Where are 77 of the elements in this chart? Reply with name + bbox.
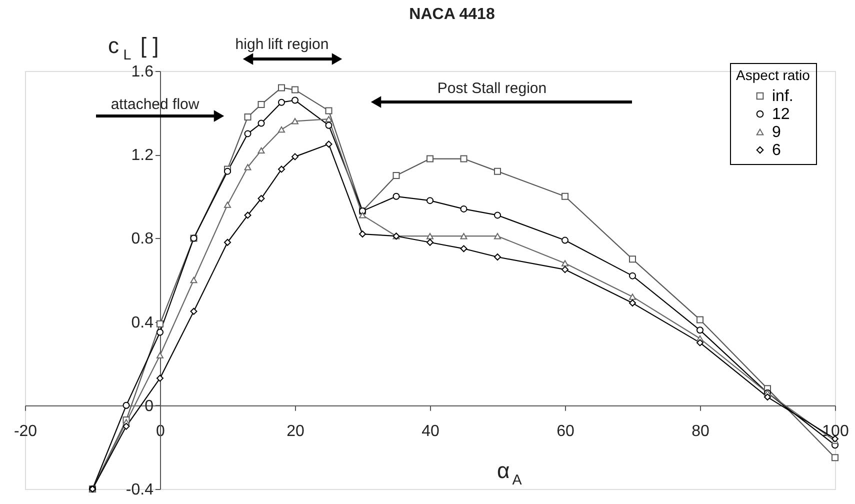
- point: [629, 272, 636, 280]
- point: [278, 166, 285, 173]
- point: [629, 256, 636, 263]
- point: [244, 164, 252, 170]
- point: [426, 197, 434, 204]
- point: [562, 236, 568, 244]
- point: [292, 96, 298, 104]
- point: [292, 86, 298, 94]
- point: [426, 155, 434, 162]
- y-tick-label: 0.8: [131, 230, 154, 248]
- point: [392, 192, 400, 200]
- point: [244, 212, 252, 219]
- point: [460, 155, 468, 162]
- y-tick-label: 1.6: [131, 64, 154, 80]
- legend-label: 12: [772, 106, 790, 123]
- point: [325, 122, 332, 129]
- x-tick-label: 20: [286, 422, 304, 440]
- point: [224, 238, 231, 246]
- legend-label: 6: [772, 142, 781, 159]
- point: [278, 98, 285, 106]
- legend-label: inf.: [772, 88, 794, 105]
- point: [629, 299, 636, 306]
- point: [426, 238, 434, 246]
- point: [156, 320, 164, 328]
- point: [696, 316, 704, 324]
- point: [292, 118, 298, 124]
- point: [764, 394, 771, 401]
- point: [460, 205, 468, 212]
- point: [494, 254, 501, 261]
- point: [325, 107, 332, 114]
- x-tick-label: 100: [822, 422, 849, 440]
- point: [122, 402, 130, 409]
- point: [494, 168, 501, 175]
- point: [278, 126, 285, 133]
- point: [494, 233, 501, 240]
- point: [190, 308, 198, 315]
- point: [696, 326, 704, 334]
- point: [244, 130, 252, 138]
- point: [359, 212, 366, 218]
- point: [460, 245, 468, 252]
- point: [122, 422, 130, 430]
- point: [258, 120, 265, 127]
- point: [629, 294, 636, 300]
- point: [190, 276, 198, 284]
- legend-title: Aspect ratio: [736, 67, 810, 83]
- point: [278, 84, 285, 92]
- legend-label: 9: [772, 124, 781, 141]
- point: [460, 233, 468, 240]
- x-tick-label: -20: [14, 422, 38, 440]
- y-tick-label: 1.2: [131, 147, 154, 164]
- point: [832, 454, 838, 462]
- point: [258, 100, 265, 108]
- point: [325, 116, 332, 122]
- point: [244, 113, 252, 120]
- point: [156, 374, 164, 382]
- point: [494, 212, 501, 219]
- point: [224, 202, 231, 208]
- x-tick-label: 60: [556, 422, 574, 440]
- y-tick-label: 0.4: [131, 314, 154, 332]
- point: [696, 339, 704, 346]
- y-tick-label: -0.4: [126, 482, 154, 498]
- point: [258, 147, 265, 154]
- point: [258, 194, 265, 202]
- point: [292, 153, 298, 160]
- x-tick-label: 40: [422, 422, 440, 440]
- x-tick-label: 80: [692, 422, 710, 440]
- point: [156, 328, 164, 336]
- point: [325, 140, 332, 148]
- point: [562, 266, 568, 274]
- point: [359, 230, 366, 238]
- point: [562, 260, 568, 266]
- point: [562, 192, 568, 200]
- point: [426, 233, 434, 240]
- chart-title: NACA 4418: [409, 6, 495, 23]
- annotation: Post Stall region: [437, 80, 547, 97]
- point: [392, 172, 400, 179]
- text: high lift region: [235, 36, 329, 53]
